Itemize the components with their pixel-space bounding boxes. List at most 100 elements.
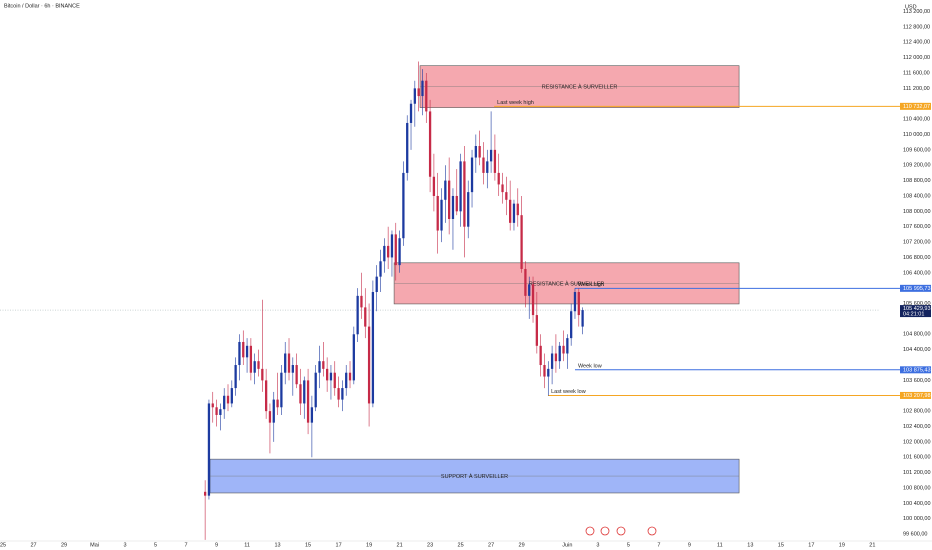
candle-body <box>234 365 237 389</box>
candle-body <box>299 384 302 404</box>
x-tick-label: 27 <box>30 542 36 548</box>
y-tick-label: 104 400,00 <box>903 347 931 353</box>
candle-body <box>287 353 291 373</box>
x-tick-label: 5 <box>154 542 157 548</box>
candle-body <box>505 192 508 200</box>
y-tick-label: 100 400,00 <box>903 501 931 507</box>
candle-body <box>268 411 272 423</box>
y-tick-label: 112 800,00 <box>903 24 930 30</box>
candle-body <box>257 361 260 369</box>
y-tick-label: 109 600,00 <box>903 147 931 153</box>
candle-body <box>238 341 241 366</box>
candle-body <box>554 353 558 362</box>
candle-body <box>345 372 348 389</box>
x-tick-label: Juin <box>562 542 572 548</box>
zone-label: RESISTANCE À SURVEILLER <box>542 84 618 91</box>
candle-body <box>367 326 371 404</box>
x-tick-label: 21 <box>869 542 875 548</box>
candle-body <box>417 88 420 97</box>
candle-body <box>573 292 577 312</box>
y-tick-label: 101 200,00 <box>903 470 931 476</box>
level-value-label: 103 875,43 <box>903 367 931 373</box>
candle-body <box>550 353 554 369</box>
candle-body <box>448 180 451 220</box>
candle-body <box>398 238 401 266</box>
y-tick-label: 109 200,00 <box>903 163 931 169</box>
x-tick-label: Mai <box>90 542 99 548</box>
y-tick-label: 102 000,00 <box>903 439 931 445</box>
candle-body <box>207 403 211 496</box>
candle-body <box>402 172 405 239</box>
tag-box <box>900 391 931 399</box>
countdown: 04:21:01 <box>903 312 924 318</box>
candle-body <box>463 161 466 227</box>
y-tick-label: 110 400,00 <box>903 117 930 123</box>
candle-body <box>440 199 443 231</box>
x-tick-label: 3 <box>596 542 599 548</box>
level-name: Week low <box>578 363 602 369</box>
tag-box <box>900 366 931 374</box>
candle-body <box>547 368 550 377</box>
candle-body <box>474 146 477 158</box>
candle-body <box>467 192 470 227</box>
candle-body <box>341 388 344 400</box>
y-tick-label: 112 400,00 <box>903 40 930 46</box>
candle-body <box>535 315 538 346</box>
y-tick-label: 108 400,00 <box>903 193 931 199</box>
level-value-label: 110 732,07 <box>903 104 930 110</box>
candle-body <box>291 365 294 373</box>
candle-body <box>489 149 493 162</box>
candle-body <box>325 368 329 381</box>
candle-body <box>478 146 481 158</box>
chart-title: Bitcoin / Dollar · 6h · BINANCE <box>4 3 80 9</box>
candle-body <box>577 292 580 316</box>
y-tick-label: 106 800,00 <box>903 255 931 261</box>
y-tick-label: 111 200,00 <box>903 86 930 92</box>
x-tick-label: 19 <box>366 542 372 548</box>
candle-body <box>226 395 230 404</box>
candle-body <box>406 122 409 173</box>
candle-body <box>493 149 497 173</box>
candle-body <box>276 399 279 408</box>
candle-body <box>230 388 233 404</box>
candle-body <box>436 195 439 231</box>
x-tick-label: 25 <box>458 542 464 548</box>
y-tick-label: 113 200,00 <box>903 9 930 15</box>
candle-body <box>352 334 355 381</box>
x-tick-label: 5 <box>627 542 630 548</box>
level-tag: 103 875,43 <box>900 366 931 374</box>
candle-body <box>520 215 523 269</box>
candle-body <box>280 372 283 408</box>
x-tick-label: 7 <box>185 542 188 548</box>
y-tick-label: 103 600,00 <box>903 378 931 384</box>
candle-body <box>219 409 222 415</box>
x-tick-label: 3 <box>124 542 127 548</box>
candle-body <box>306 380 310 423</box>
candle-body <box>264 380 268 412</box>
candle-body <box>524 268 527 296</box>
tag-box <box>900 102 931 110</box>
y-tick-label: 100 800,00 <box>903 485 931 491</box>
candle-body <box>329 372 333 381</box>
zone-label: SUPPORT À SURVEILLER <box>441 473 508 480</box>
event-icons <box>585 526 657 536</box>
x-tick-label: 9 <box>688 542 691 548</box>
candle-body <box>432 176 436 196</box>
y-tick-label: 107 200,00 <box>903 240 931 246</box>
candle-body <box>451 195 455 220</box>
last-price-label: 105 429,93 <box>903 306 931 312</box>
x-tick-label: 9 <box>215 542 218 548</box>
y-tick-label: 106 400,00 <box>903 270 931 276</box>
candle-body <box>528 284 531 296</box>
zone-label: RESISTANCE À SURVEILLER <box>529 280 605 287</box>
candle-body <box>337 388 340 400</box>
y-tick-label: 101 600,00 <box>903 455 931 461</box>
candle-body <box>242 341 245 358</box>
y-tick-label: 100 000,00 <box>903 516 931 522</box>
x-tick-label: 29 <box>519 542 525 548</box>
candle-body <box>539 345 542 366</box>
candle-body <box>566 338 569 354</box>
x-tick-label: 7 <box>657 542 660 548</box>
y-tick-label: 102 400,00 <box>903 424 931 430</box>
